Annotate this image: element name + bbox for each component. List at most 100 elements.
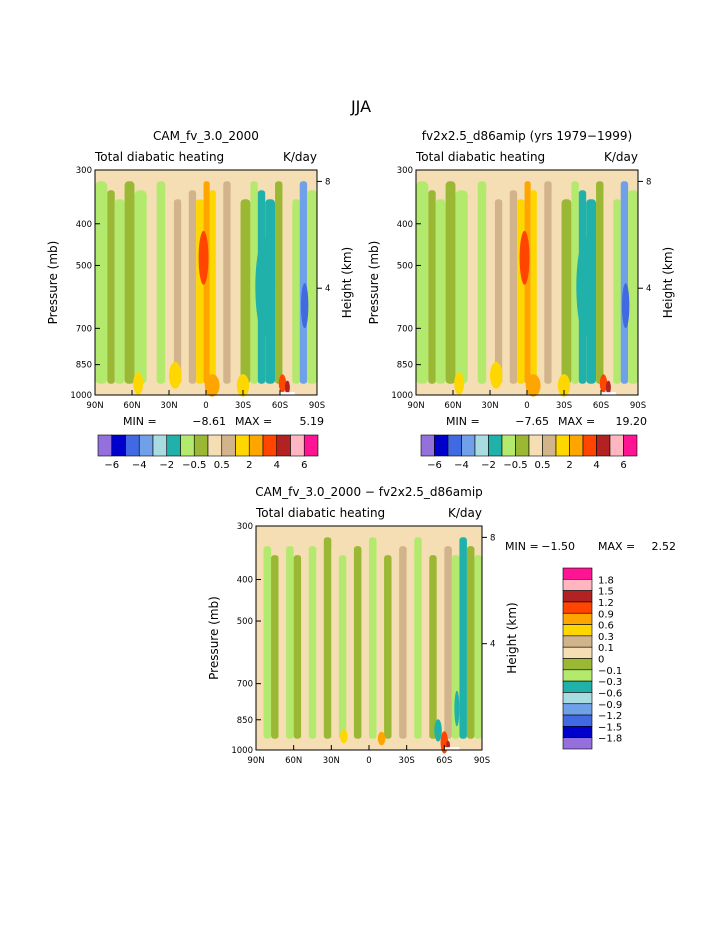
contour-feature <box>284 380 290 395</box>
contour-region <box>467 199 478 384</box>
contour-region <box>215 199 224 384</box>
contour-feature <box>454 690 460 727</box>
colorbar-swatch <box>562 579 593 591</box>
contour-feature <box>599 374 608 393</box>
y-tick-label: 400 <box>76 220 92 230</box>
x-tick-label: 60N <box>285 756 302 766</box>
y-tick-label: 1000 <box>391 391 413 401</box>
contour-region <box>338 555 347 739</box>
colorbar-label: 2 <box>566 460 572 471</box>
colorbar-swatch <box>420 434 435 457</box>
colorbar-label: 4 <box>274 460 280 471</box>
min-value: −8.61 <box>192 415 226 428</box>
panel-units: K/day <box>604 150 638 164</box>
x-tick-label: 30S <box>556 401 572 411</box>
x-tick-label: 90N <box>247 756 264 766</box>
contour-feature <box>454 372 465 395</box>
contour-region <box>414 537 422 739</box>
contour-feature <box>300 283 309 329</box>
contour-region <box>240 199 251 384</box>
colorbar-swatch <box>474 434 489 457</box>
colorbar-swatch <box>528 434 543 457</box>
colorbar-swatch <box>461 434 476 457</box>
contour-feature <box>236 374 250 397</box>
y-tick-label: 700 <box>397 324 413 334</box>
y-tick-label: 500 <box>397 261 413 271</box>
y-axis-right-label: Height (km) <box>340 247 354 318</box>
colorbar-swatch <box>542 434 557 457</box>
y-tick-label: 1000 <box>70 391 92 401</box>
colorbar-swatch <box>555 434 570 457</box>
colorbar-label: 2 <box>246 460 252 471</box>
panel-title: CAM_fv_3.0_2000 − fv2x2.5_d86amip <box>255 485 483 499</box>
min-label: MIN = <box>123 415 157 428</box>
colorbar-swatch <box>562 669 593 682</box>
contour-region <box>544 181 552 384</box>
contour-region <box>620 181 629 384</box>
max-value: 19.20 <box>616 415 648 428</box>
colorbar-label: −6 <box>427 460 442 471</box>
colorbar-swatch <box>180 434 195 457</box>
colorbar-swatch <box>434 434 449 457</box>
y-tick-label: 300 <box>237 522 253 532</box>
contour-feature <box>434 719 442 742</box>
contour-feature <box>198 230 209 285</box>
contour-region <box>435 199 446 384</box>
colorbar-label: 0.5 <box>535 460 551 471</box>
colorbar-cam-fv: −6 −4 −2 −0.5 0.5 2 4 6 <box>97 434 319 471</box>
colorbar-label: −4 <box>454 460 469 471</box>
contour-region <box>477 181 487 384</box>
contour-region <box>436 537 445 739</box>
colorbar-label: −1.2 <box>598 711 622 722</box>
contour-region <box>416 181 429 384</box>
colorbar-swatch <box>488 434 503 457</box>
contour-region <box>263 546 272 739</box>
contour-feature <box>133 372 144 395</box>
terrain-mask <box>280 392 295 395</box>
colorbar-swatch <box>562 601 593 614</box>
contour-region <box>292 199 300 384</box>
colorbar-label: −0.9 <box>598 700 622 711</box>
colorbar-swatch <box>501 434 516 457</box>
y-tick-label: 850 <box>237 716 253 726</box>
x-tick-label: 90N <box>407 401 424 411</box>
x-tick-label: 30S <box>399 756 415 766</box>
contour-region <box>384 555 392 739</box>
contour-region <box>301 537 309 739</box>
max-label: MAX = <box>235 415 272 428</box>
colorbar-swatch <box>111 434 126 457</box>
colorbar-swatch <box>582 434 597 457</box>
panel-units: K/day <box>448 506 482 520</box>
contour-region <box>596 181 604 384</box>
colorbar-swatch <box>235 434 250 457</box>
contour-region <box>561 199 572 384</box>
y-tick-label: 700 <box>237 680 253 690</box>
contour-region <box>376 546 385 739</box>
colorbar-label: 1.5 <box>598 587 614 598</box>
contour-region <box>459 537 467 739</box>
colorbar-label: 0.5 <box>214 460 230 471</box>
contour-region <box>524 181 531 384</box>
contour-region <box>165 190 174 384</box>
max-value: 2.52 <box>652 540 677 553</box>
x-tick-label: 90N <box>86 401 103 411</box>
contour-region <box>502 181 510 384</box>
contour-region <box>124 181 135 384</box>
contour-region <box>428 190 436 384</box>
contour-region <box>308 546 317 739</box>
x-tick-label: 0 <box>524 401 529 411</box>
colorbar-label: −0.5 <box>182 460 206 471</box>
max-label: MAX = <box>598 540 635 553</box>
contour-region <box>230 190 241 384</box>
contour-region <box>509 190 518 384</box>
x-tick-label: 60N <box>123 401 140 411</box>
colorbar-swatch <box>562 692 593 705</box>
contour-feature <box>204 374 220 397</box>
contour-feature <box>605 380 611 395</box>
terrain-mask <box>444 747 460 750</box>
colorbar-swatch <box>207 434 223 457</box>
colorbar-label: −0.3 <box>598 677 622 688</box>
y-tick-label: 400 <box>237 576 253 586</box>
contour-feature <box>255 237 276 337</box>
contour-region <box>613 199 621 384</box>
